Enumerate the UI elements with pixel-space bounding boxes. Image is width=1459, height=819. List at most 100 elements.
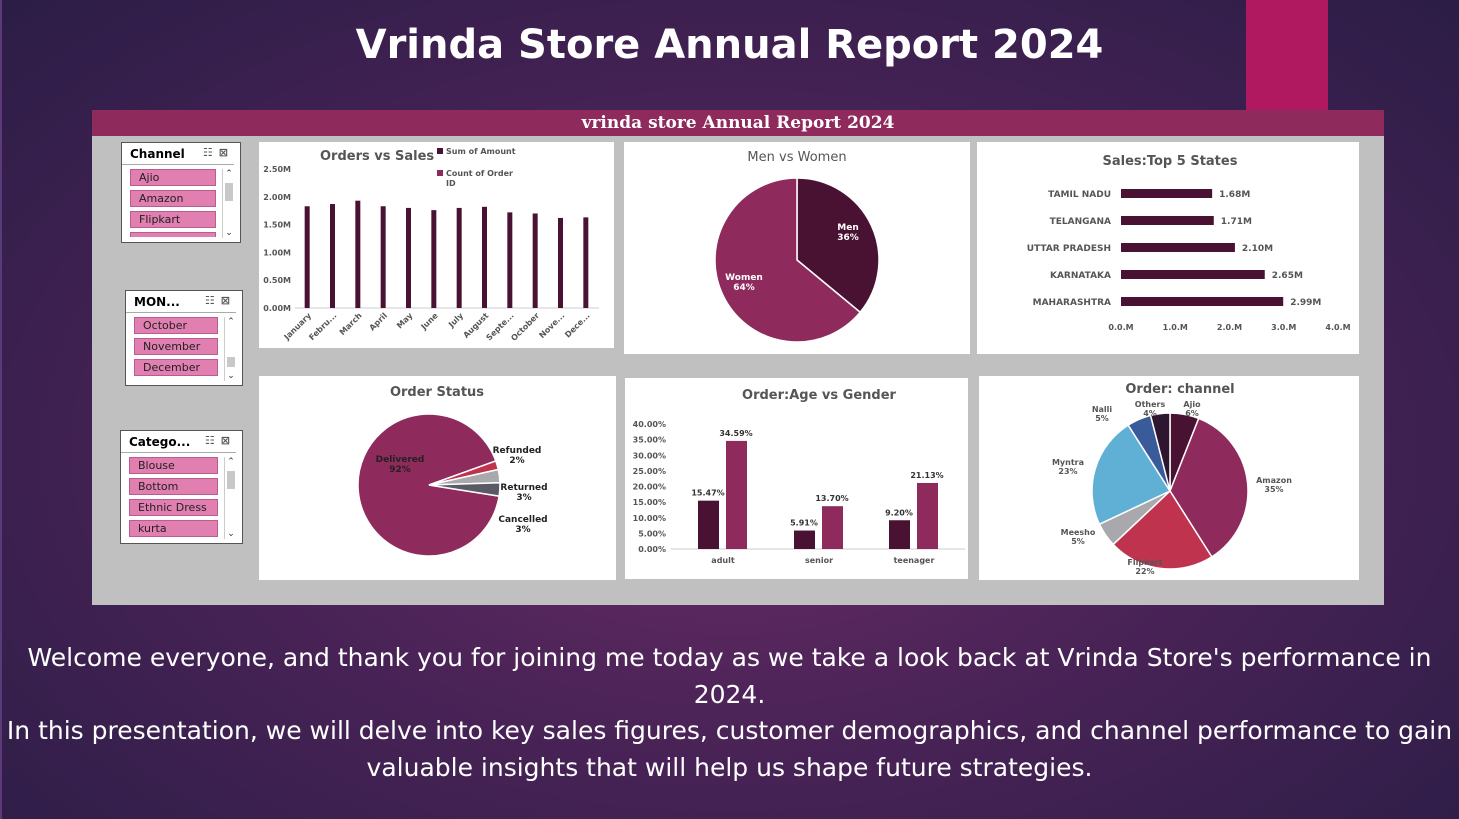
slicer-item[interactable]: kurta (129, 520, 218, 537)
pie-slice-delivered (357, 413, 500, 557)
y-tick-label: 10.00% (633, 514, 666, 523)
chart-title: Men vs Women (747, 150, 846, 165)
scroll-thumb[interactable] (227, 471, 235, 489)
chevron-down-icon[interactable]: ⌄ (227, 529, 235, 539)
chevron-down-icon[interactable]: ⌄ (225, 228, 233, 238)
slice-label: Delivered (376, 455, 425, 465)
slicer-scrollbar[interactable]: ⌃ ⌄ (222, 169, 234, 238)
slicer-scrollbar[interactable]: ⌃ ⌄ (224, 317, 236, 381)
slicer-item[interactable]: Ajio (130, 169, 216, 186)
x-tick-label: 2.0.M (1217, 323, 1242, 332)
slicer-scrollbar[interactable]: ⌃ ⌄ (224, 457, 236, 539)
pie-slice-women (714, 177, 862, 343)
bar (1121, 297, 1284, 306)
y-tick-label: 25.00% (633, 467, 666, 476)
y-tick-label: 5.00% (638, 529, 666, 538)
slicer-item[interactable]: Blouse (129, 457, 218, 474)
data-label: 15.47% (691, 489, 724, 498)
x-tick-label: 4.0.M (1325, 323, 1350, 332)
slicer-header: MON... ☷⊠ (126, 291, 236, 313)
pie-slice-cancelled (428, 481, 501, 497)
clear-filter-icon[interactable]: ⊠ (220, 294, 236, 307)
slicer-item[interactable]: Flipkart (130, 211, 216, 228)
legend-label: Sum of Amount (446, 147, 516, 156)
slice-pct-label: 3% (516, 493, 531, 503)
x-tick-label: June (419, 311, 440, 332)
slice-label: Meesho (1061, 528, 1096, 537)
age-vs-gender-svg: Order:Age vs Gender 0.00% 5.00% 10.00% 15.00… (633, 388, 965, 565)
slice-label: Ajio (1183, 400, 1201, 409)
legend-swatch (437, 148, 443, 154)
bar (794, 530, 815, 549)
x-tick-label: March (338, 311, 364, 337)
slicer-month[interactable]: MON... ☷⊠ October November December ⌃ ⌄ (125, 290, 243, 386)
slice-label: Cancelled (498, 515, 547, 525)
slice-label: Amazon (1256, 476, 1292, 485)
bar (583, 217, 589, 308)
pie-slice-amazon (1169, 417, 1249, 558)
slicer-item[interactable]: November (134, 338, 218, 355)
y-tick-label: MAHARASHTRA (1033, 298, 1111, 308)
chevron-down-icon[interactable]: ⌄ (227, 371, 235, 381)
presentation-caption: Welcome everyone, and thank you for join… (0, 640, 1459, 786)
x-tick-label: 3.0.M (1271, 323, 1296, 332)
scroll-thumb[interactable] (225, 183, 233, 201)
bar (304, 206, 310, 308)
chart-title: Order: channel (1125, 382, 1234, 397)
slicer-item[interactable]: December (134, 359, 218, 376)
data-label: 5.91% (790, 519, 818, 528)
dashboard-header: vrinda store Annual Report 2024 (92, 110, 1384, 136)
y-tick-label: 1.50M (263, 221, 291, 230)
accent-block (1246, 0, 1328, 110)
chart-order-status: Order Status Delivered 92% Refunded 2% Return… (259, 376, 616, 580)
multi-select-icon[interactable]: ☷ (204, 434, 221, 447)
y-tick-label: KARNATAKA (1050, 271, 1111, 281)
data-label: 1.68M (1219, 190, 1250, 200)
bar (456, 207, 462, 308)
chart-title: Orders vs Sales (320, 149, 434, 164)
bar (507, 212, 513, 308)
slicer-header: Catego... ☷⊠ (121, 431, 236, 453)
slice-pct-label: 2% (509, 456, 524, 466)
legend-swatch (437, 170, 443, 176)
slice-pct-label: 3% (515, 525, 530, 535)
slicer-item[interactable]: Ethnic Dress (129, 499, 218, 516)
multi-select-icon[interactable]: ☷ (204, 294, 221, 307)
slice-label: Nalli (1092, 405, 1113, 414)
bar (1121, 270, 1265, 279)
clear-filter-icon[interactable]: ⊠ (218, 146, 234, 159)
bar (532, 213, 538, 308)
chart-orders-vs-sales: Orders vs Sales Sum of Amount Count of Ord… (259, 142, 614, 348)
x-tick-label: May (395, 310, 415, 330)
chevron-up-icon[interactable]: ⌃ (225, 169, 233, 179)
slice-pct-label: 4% (1143, 409, 1157, 418)
bar (822, 506, 843, 549)
bar (482, 206, 487, 308)
x-tick-label: 1.0.M (1163, 323, 1188, 332)
chart-title: Order:Age vs Gender (742, 388, 897, 403)
chart-title: Sales:Top 5 States (1103, 154, 1238, 169)
scroll-thumb[interactable] (227, 357, 235, 367)
slicer-category[interactable]: Catego... ☷⊠ Blouse Bottom Ethnic Dress … (120, 430, 243, 544)
x-tick-label: Dece... (563, 311, 592, 340)
slicer-item-partial[interactable] (130, 232, 216, 237)
y-tick-label: 2.50M (263, 165, 291, 174)
slicer-channel[interactable]: Channel ☷⊠ Ajio Amazon Flipkart ⌃ ⌄ (121, 142, 241, 243)
chart-men-vs-women: Men vs Women Men 36% Women 64% (624, 142, 970, 354)
pie-slice-others (1149, 412, 1171, 492)
clear-filter-icon[interactable]: ⊠ (220, 434, 236, 447)
slicer-item[interactable]: Bottom (129, 478, 218, 495)
multi-select-icon[interactable]: ☷ (202, 146, 219, 159)
slicer-item[interactable]: Amazon (130, 190, 216, 207)
bar (698, 500, 719, 549)
chevron-up-icon[interactable]: ⌃ (227, 317, 235, 327)
x-tick-label: Febru... (307, 311, 338, 342)
slicer-item[interactable]: October (134, 317, 218, 334)
slicer-title: Catego... (129, 435, 191, 449)
chart-age-vs-gender: Order:Age vs Gender 0.00% 5.00% 10.00% 15.00… (625, 378, 968, 579)
chevron-up-icon[interactable]: ⌃ (227, 457, 235, 467)
legend-label: ID (446, 179, 456, 188)
